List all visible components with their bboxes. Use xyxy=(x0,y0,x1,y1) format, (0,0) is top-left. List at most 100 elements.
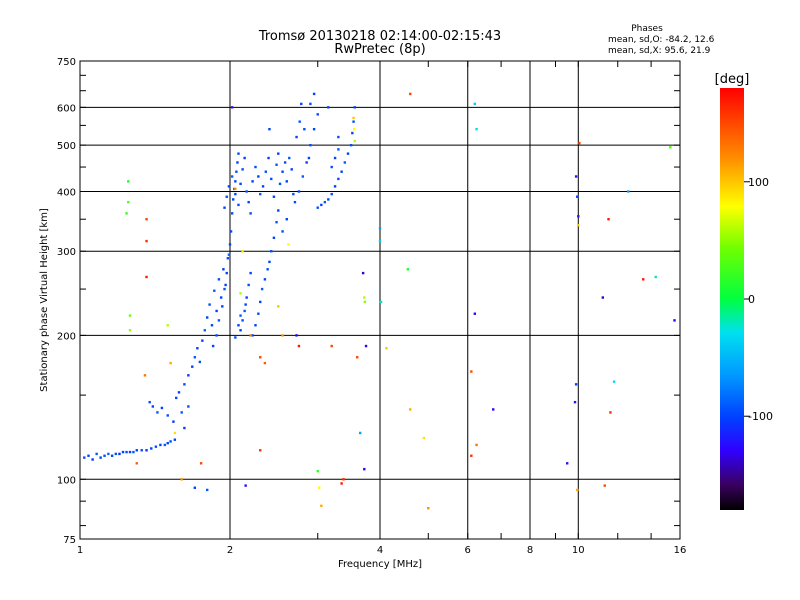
data-points xyxy=(83,92,676,510)
data-point xyxy=(173,438,177,441)
data-point xyxy=(576,488,579,492)
data-point xyxy=(327,198,330,201)
data-point xyxy=(219,296,223,299)
data-point xyxy=(145,449,148,452)
data-point xyxy=(673,319,676,322)
data-point xyxy=(268,127,271,131)
data-point xyxy=(95,452,98,456)
data-point xyxy=(349,143,353,147)
data-point xyxy=(156,411,159,414)
data-point xyxy=(183,426,186,430)
data-point xyxy=(151,405,155,408)
data-point xyxy=(187,374,190,377)
data-point xyxy=(574,383,578,386)
data-point xyxy=(337,135,340,139)
data-point xyxy=(177,391,181,394)
y-tick-label: 75 xyxy=(63,535,76,546)
data-point xyxy=(259,356,262,359)
data-point xyxy=(578,141,581,145)
data-point xyxy=(355,356,359,359)
data-point xyxy=(363,467,366,471)
data-point xyxy=(237,324,240,327)
data-point xyxy=(272,195,276,198)
data-point xyxy=(470,370,473,373)
data-point xyxy=(145,275,148,279)
data-point xyxy=(169,361,172,365)
data-point xyxy=(642,278,645,281)
data-point xyxy=(114,452,118,456)
data-point xyxy=(159,443,162,447)
x-axis-label: Frequency [MHz] xyxy=(338,559,422,570)
data-point xyxy=(270,250,273,253)
data-point xyxy=(309,143,312,147)
x-tick-label: 4 xyxy=(377,545,383,556)
data-point xyxy=(277,209,280,212)
data-point xyxy=(223,206,226,209)
data-point xyxy=(361,271,365,275)
data-point xyxy=(577,224,580,227)
data-point xyxy=(183,383,186,386)
data-point xyxy=(305,161,308,164)
data-point xyxy=(330,344,333,348)
data-point xyxy=(187,405,190,408)
data-point xyxy=(205,316,209,319)
data-point xyxy=(125,212,128,215)
data-point xyxy=(285,180,288,183)
data-point xyxy=(243,156,246,160)
data-point xyxy=(103,454,106,457)
data-point xyxy=(249,271,252,275)
data-point xyxy=(293,200,297,204)
colorbar-label: [deg] xyxy=(715,72,750,87)
data-point xyxy=(330,165,333,169)
data-point xyxy=(330,192,333,196)
y-tick-label: 300 xyxy=(57,247,76,258)
data-point xyxy=(342,478,345,481)
data-point xyxy=(281,170,284,173)
data-point xyxy=(574,175,578,178)
data-point xyxy=(235,170,238,173)
data-point xyxy=(127,200,130,204)
data-point xyxy=(353,139,356,143)
data-point xyxy=(163,443,167,447)
data-point xyxy=(172,420,175,423)
data-point xyxy=(199,462,203,465)
data-point xyxy=(227,253,231,256)
data-point xyxy=(275,221,278,224)
data-point xyxy=(239,182,242,186)
data-point xyxy=(353,106,356,109)
data-point xyxy=(260,287,264,291)
data-point xyxy=(87,454,90,457)
data-point xyxy=(576,195,579,198)
data-point xyxy=(352,120,355,123)
data-point xyxy=(627,190,630,193)
data-point xyxy=(346,152,350,155)
data-point xyxy=(316,206,319,209)
data-point xyxy=(121,450,125,454)
data-point xyxy=(169,440,172,443)
data-point xyxy=(290,168,293,171)
data-point xyxy=(378,239,382,243)
data-point xyxy=(180,478,183,481)
data-point xyxy=(317,486,321,489)
data-point xyxy=(263,278,267,281)
phases-o-stats: mean, sd,O: -84.2, 12.6 xyxy=(608,35,715,45)
data-point xyxy=(241,168,244,171)
data-point xyxy=(333,185,337,188)
data-point xyxy=(422,436,426,440)
data-point xyxy=(222,268,225,271)
data-point xyxy=(118,452,121,456)
x-tick-label: 1 xyxy=(77,545,83,556)
data-point xyxy=(217,319,221,322)
data-point xyxy=(225,195,228,198)
data-point xyxy=(154,445,158,448)
x-tick-label: 8 xyxy=(527,545,533,556)
data-point xyxy=(128,450,132,454)
data-point xyxy=(385,347,388,350)
data-point xyxy=(259,300,262,304)
data-point xyxy=(301,175,305,178)
data-point xyxy=(180,411,183,414)
data-point xyxy=(150,447,153,450)
data-point xyxy=(229,230,233,233)
data-point xyxy=(237,152,240,155)
data-point xyxy=(91,458,94,461)
